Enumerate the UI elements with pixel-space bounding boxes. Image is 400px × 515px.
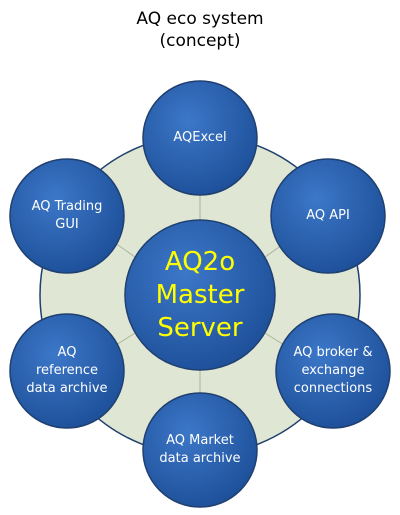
node-aqexcel: [142, 80, 258, 196]
label-aq-broker: AQ broker & exchange connections: [293, 345, 373, 396]
node-aq-trading-gui: [9, 158, 125, 274]
label-aq-trading-gui: AQ Trading GUI: [31, 199, 103, 232]
label-aq-reference: AQ reference data archive: [26, 345, 108, 396]
center-line-1: AQ2o: [164, 246, 236, 277]
node-aq-api: [270, 158, 386, 274]
label-aq-market: AQ Market data archive: [159, 433, 241, 466]
center-line-2: Master: [155, 279, 245, 310]
label-aq-api: AQ API: [306, 208, 350, 223]
node-aq-reference: [9, 313, 125, 429]
node-aq-market: [142, 392, 258, 508]
label-aqexcel: AQExcel: [173, 130, 227, 145]
center-label: AQ2o Master Server: [125, 220, 275, 370]
center-line-3: Server: [157, 312, 243, 343]
title-line-2: (concept): [159, 31, 241, 51]
node-aq-broker: [275, 313, 391, 429]
title-line-1: AQ eco system: [136, 9, 264, 29]
diagram-title: AQ eco system (concept): [0, 8, 400, 52]
center-node: [124, 219, 276, 371]
